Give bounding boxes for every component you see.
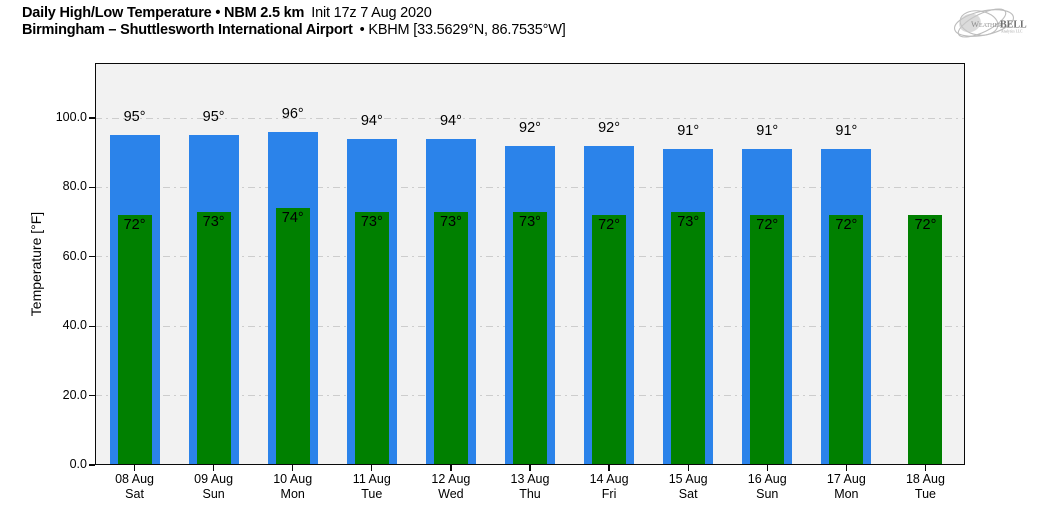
x-tick-mark xyxy=(687,465,689,471)
low-value-label: 73° xyxy=(519,213,541,230)
low-bar xyxy=(829,215,864,465)
x-tick-mark xyxy=(766,465,768,471)
low-value-label: 72° xyxy=(598,217,621,234)
high-value-label: 94° xyxy=(439,112,462,129)
y-tick-mark xyxy=(89,325,95,327)
x-tick-label-day: Tue xyxy=(361,487,383,501)
low-bar xyxy=(196,211,231,465)
y-axis-title: Temperature [°F] xyxy=(28,211,44,317)
low-value-label: 72° xyxy=(835,217,858,234)
x-tick-label-day: Sat xyxy=(125,487,144,501)
y-tick-label: 40.0 xyxy=(62,318,87,333)
y-tick-mark xyxy=(89,186,95,189)
logo-subtext: Analytics LLC xyxy=(1001,30,1023,34)
y-tick-mark xyxy=(89,256,95,258)
logo-text-bell: BELL xyxy=(1000,20,1027,31)
x-tick-label-day: Fri xyxy=(601,487,617,501)
x-tick-label-date: 17 Aug xyxy=(826,472,866,486)
low-value-label: 73° xyxy=(202,213,225,230)
chart-subtitle-station: • KBHM [33.5629°N, 86.7535°W] xyxy=(359,22,566,38)
chart-subtitle-line: Birmingham – Shuttlesworth International… xyxy=(22,22,566,39)
x-tick-label-date: 09 Aug xyxy=(194,472,234,486)
x-tick-label-date: 11 Aug xyxy=(352,472,391,486)
high-value-label: 91° xyxy=(677,123,700,140)
low-bar xyxy=(671,211,706,465)
chart-header: Daily High/Low Temperature • NBM 2.5 km I… xyxy=(22,5,566,39)
chart-title-main: Daily High/Low Temperature • NBM 2.5 km xyxy=(22,5,305,21)
x-tick-label-date: 10 Aug xyxy=(273,472,313,486)
low-bar xyxy=(908,215,943,465)
low-value-label: 74° xyxy=(281,210,304,227)
x-tick-mark xyxy=(292,465,294,471)
x-tick-mark xyxy=(212,465,215,471)
low-value-label: 72° xyxy=(914,217,937,234)
y-tick-mark xyxy=(89,117,95,119)
x-tick-mark xyxy=(133,465,136,471)
x-tick-label-day: Sun xyxy=(756,487,779,501)
x-tick-label-date: 14 Aug xyxy=(589,472,629,486)
x-tick-label-day: Thu xyxy=(519,487,541,501)
chart-subtitle-main: Birmingham – Shuttlesworth International… xyxy=(22,22,353,38)
x-tick-label-day: Mon xyxy=(834,487,859,501)
high-value-label: 95° xyxy=(123,109,146,126)
y-tick-mark xyxy=(89,394,95,397)
high-value-label: 92° xyxy=(598,119,621,136)
y-tick-label: 60.0 xyxy=(62,248,87,263)
high-value-label: 96° xyxy=(281,105,304,122)
x-tick-label-day: Sun xyxy=(202,487,225,501)
low-value-label: 72° xyxy=(756,217,779,234)
logo-swirl xyxy=(959,13,981,33)
high-value-label: 92° xyxy=(519,119,541,136)
logo-text-weather: Weather xyxy=(971,19,1002,29)
x-tick-mark xyxy=(845,465,847,471)
weatherbell-logo: Weather BELL Analytics LLC xyxy=(953,8,1027,38)
low-bar xyxy=(513,211,547,465)
x-tick-label-date: 13 Aug xyxy=(510,472,550,486)
low-bar xyxy=(117,215,152,465)
x-tick-label-date: 12 Aug xyxy=(431,472,471,486)
chart-title-line: Daily High/Low Temperature • NBM 2.5 km I… xyxy=(22,5,566,22)
x-tick-label-day: Sat xyxy=(678,487,698,501)
y-tick-mark xyxy=(89,464,95,466)
x-tick-mark xyxy=(529,465,531,471)
low-value-label: 73° xyxy=(360,213,383,230)
y-tick-label: 0.0 xyxy=(69,457,87,471)
high-value-label: 95° xyxy=(202,109,225,126)
x-tick-label-day: Tue xyxy=(914,487,936,501)
x-tick-label-date: 08 Aug xyxy=(115,472,154,486)
high-value-label: 91° xyxy=(756,123,779,140)
low-value-label: 72° xyxy=(123,217,146,234)
x-tick-label-date: 16 Aug xyxy=(747,472,787,486)
x-tick-label-date: 18 Aug xyxy=(905,472,945,486)
x-tick-label-day: Wed xyxy=(438,487,464,501)
chart-title-init: Init 17z 7 Aug 2020 xyxy=(311,5,432,21)
y-gridline xyxy=(95,117,965,119)
x-tick-mark xyxy=(450,465,452,471)
low-bar xyxy=(592,215,627,465)
y-tick-label: 100.0 xyxy=(55,110,87,124)
low-value-label: 73° xyxy=(677,213,700,230)
x-tick-mark xyxy=(608,465,610,471)
low-bar xyxy=(750,215,785,465)
high-value-label: 91° xyxy=(835,123,858,140)
high-value-label: 94° xyxy=(360,112,383,129)
low-bar xyxy=(275,208,310,465)
low-bar xyxy=(433,211,468,465)
x-tick-label-day: Mon xyxy=(280,487,305,501)
low-bar xyxy=(354,211,389,465)
x-tick-mark xyxy=(924,465,927,471)
x-tick-mark xyxy=(371,465,373,471)
y-tick-label: 20.0 xyxy=(62,387,87,402)
x-tick-label-date: 15 Aug xyxy=(668,472,708,486)
low-value-label: 73° xyxy=(439,213,462,230)
y-tick-label: 80.0 xyxy=(62,179,87,194)
